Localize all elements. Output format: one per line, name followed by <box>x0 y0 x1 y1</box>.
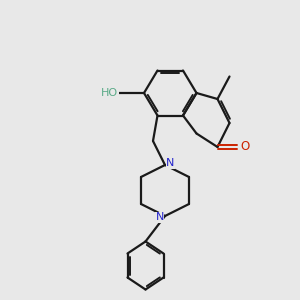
Text: N: N <box>155 212 164 223</box>
Text: N: N <box>166 158 175 169</box>
Text: HO: HO <box>101 88 118 98</box>
Text: O: O <box>241 140 250 154</box>
